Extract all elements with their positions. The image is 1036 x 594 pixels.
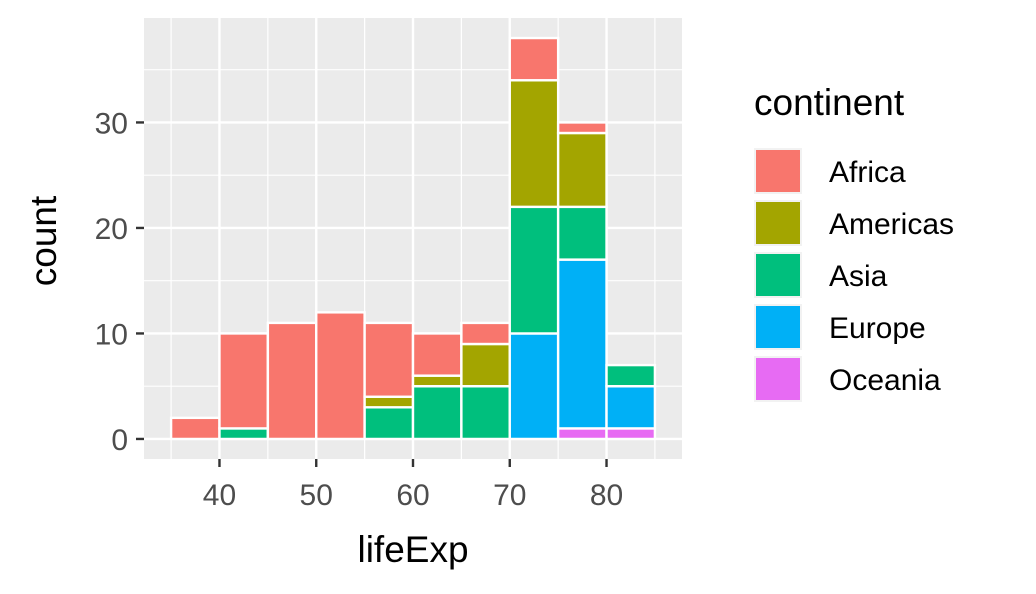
- x-tick-label: 80: [590, 479, 623, 512]
- bar-americas-bin-4: [363, 395, 415, 409]
- bar-europe-bin-7: [508, 332, 560, 441]
- bar-africa-bin-0: [169, 416, 221, 441]
- bar-africa-bin-1: [218, 332, 270, 430]
- bar-oceania-bin-8: [556, 427, 608, 441]
- bar-americas-bin-5: [411, 374, 463, 388]
- bar-africa-bin-7: [508, 36, 560, 82]
- bar-americas-bin-8: [556, 131, 608, 209]
- y-tick-label: 0: [111, 424, 128, 457]
- y-tick-label: 10: [95, 318, 128, 351]
- legend-label-europe: Europe: [829, 312, 926, 345]
- bar-asia-bin-8: [556, 205, 608, 261]
- legend-swatch-oceania: [756, 358, 800, 400]
- y-axis: 0 10 20 30: [95, 107, 144, 457]
- legend: continent Africa Americas Asia Europe Oceani…: [754, 82, 954, 402]
- x-axis: 40 50 60 70 80: [203, 459, 623, 512]
- bar-americas-bin-6: [460, 342, 511, 388]
- bar-africa-bin-8: [556, 121, 608, 135]
- legend-swatch-asia: [756, 254, 800, 296]
- y-tick-label: 20: [95, 213, 128, 246]
- bar-asia-bin-1: [218, 427, 270, 441]
- bar-asia-bin-9: [605, 363, 657, 388]
- bar-europe-bin-8: [556, 258, 608, 430]
- legend-swatch-africa: [756, 150, 800, 192]
- bar-asia-bin-7: [508, 205, 560, 335]
- x-tick-label: 70: [493, 479, 526, 512]
- bar-asia-bin-5: [411, 385, 463, 441]
- bar-europe-bin-9: [605, 385, 657, 430]
- bar-africa-bin-6: [460, 321, 511, 346]
- y-tick-label: 30: [95, 107, 128, 140]
- bar-americas-bin-7: [508, 79, 560, 209]
- y-axis-title: count: [23, 195, 64, 286]
- legend-label-africa: Africa: [829, 156, 906, 189]
- bar-oceania-bin-9: [605, 427, 657, 441]
- legend-label-asia: Asia: [829, 260, 888, 293]
- legend-swatch-europe: [756, 306, 800, 348]
- bar-africa-bin-3: [315, 311, 366, 441]
- legend-title: continent: [754, 82, 905, 123]
- x-axis-title: lifeExp: [357, 529, 468, 570]
- bar-africa-bin-2: [266, 321, 318, 441]
- legend-label-oceania: Oceania: [829, 364, 941, 397]
- legend-label-americas: Americas: [829, 208, 954, 241]
- x-tick-label: 50: [300, 479, 333, 512]
- bars: [169, 36, 657, 441]
- x-tick-label: 60: [396, 479, 429, 512]
- bar-asia-bin-4: [363, 406, 415, 441]
- x-tick-label: 40: [203, 479, 236, 512]
- legend-swatch-americas: [756, 202, 800, 244]
- bar-africa-bin-5: [411, 332, 463, 377]
- bar-asia-bin-6: [460, 385, 511, 441]
- bar-africa-bin-4: [363, 321, 415, 398]
